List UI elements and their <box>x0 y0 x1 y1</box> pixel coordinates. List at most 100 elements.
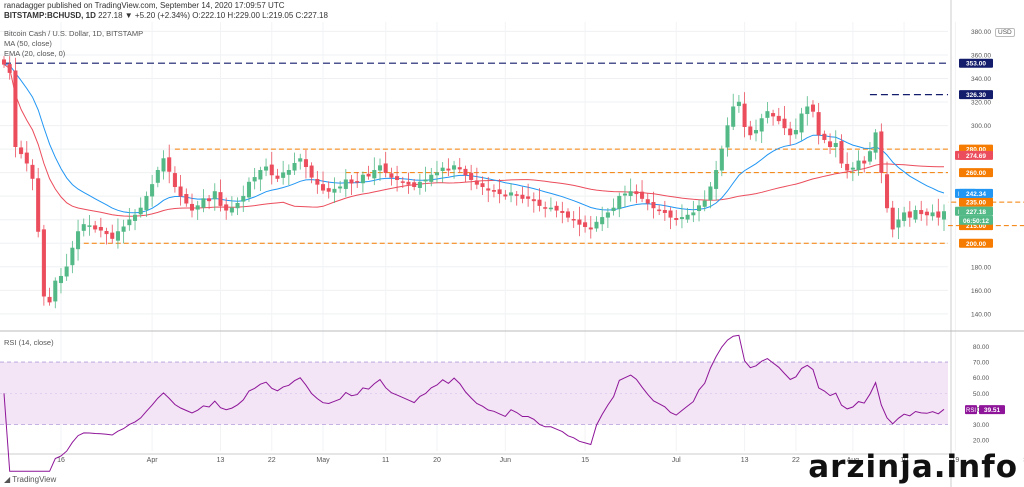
candle <box>264 158 269 177</box>
candle <box>303 150 308 179</box>
candle-body <box>782 118 787 129</box>
candle <box>235 197 240 216</box>
candle <box>115 218 120 249</box>
candle <box>577 206 582 237</box>
candle <box>697 199 702 222</box>
candle-body <box>121 226 126 232</box>
candle-body <box>127 219 132 226</box>
candle-body <box>714 170 719 189</box>
candle <box>423 166 428 192</box>
candle <box>873 129 878 160</box>
candle <box>87 215 92 236</box>
price-tick-label: 340.00 <box>971 76 991 83</box>
candle-body <box>514 194 519 196</box>
candle <box>833 130 838 158</box>
ma-legend[interactable]: MA (50, close) <box>4 39 52 48</box>
candle <box>907 201 912 227</box>
candle-body <box>657 209 662 212</box>
candle <box>674 210 679 226</box>
candle <box>315 170 320 194</box>
tradingview-logo: ◢ TradingView <box>4 475 57 484</box>
candle <box>93 220 98 233</box>
candle <box>554 201 559 218</box>
level-price-badge <box>959 197 993 207</box>
ma-line <box>3 63 944 217</box>
candle <box>771 109 776 126</box>
level-price-label: 326.30 <box>966 92 986 99</box>
candle-body <box>440 167 445 172</box>
candle <box>474 167 479 190</box>
candle-body <box>600 217 605 225</box>
candle-body <box>617 195 622 210</box>
rsi-legend[interactable]: RSI (14, close) <box>4 338 54 347</box>
candle <box>98 217 103 238</box>
level-price-badge <box>959 168 993 178</box>
candle-body <box>303 159 308 168</box>
candle-body <box>622 193 627 196</box>
candle <box>246 177 251 202</box>
candle-body <box>930 212 935 217</box>
candle-body <box>480 183 485 188</box>
candle-body <box>104 231 109 235</box>
candle <box>252 167 257 190</box>
candle-body <box>708 186 713 201</box>
candle <box>526 183 531 207</box>
ema-legend[interactable]: EMA (20, close, 0) <box>4 49 66 58</box>
candle <box>714 160 719 201</box>
candle-body <box>366 173 371 177</box>
candle-body <box>53 280 58 302</box>
candle <box>321 171 326 194</box>
candle-body <box>275 175 280 179</box>
candle <box>531 192 536 213</box>
candle-body <box>611 207 616 212</box>
candle <box>53 277 58 309</box>
candle-body <box>133 214 138 221</box>
candle-body <box>36 178 41 232</box>
candle-body <box>645 199 650 204</box>
candle-body <box>628 191 633 196</box>
candle-body <box>679 217 684 220</box>
candle-body <box>873 132 878 153</box>
rsi-tick-label: 20.00 <box>973 438 990 445</box>
candle-body <box>799 113 804 133</box>
level-price-label: 215.00 <box>966 223 986 230</box>
candle-body <box>560 210 565 213</box>
candle <box>309 162 314 184</box>
publish-info: ranadagger published on TradingView.com,… <box>4 1 285 10</box>
candle <box>463 165 468 183</box>
candle-body <box>554 205 559 211</box>
candle <box>731 93 736 131</box>
candle <box>622 185 627 208</box>
candle-body <box>919 210 924 215</box>
candle <box>583 215 588 233</box>
candle <box>816 102 821 145</box>
time-tick-label: 15 <box>581 457 589 464</box>
candle <box>7 56 12 80</box>
candle-body <box>218 192 223 206</box>
candle <box>486 176 491 203</box>
candle-body <box>423 179 428 182</box>
candle-body <box>941 211 947 220</box>
currency-label[interactable]: USD <box>995 28 1015 37</box>
time-tick-label: 16 <box>57 457 65 464</box>
level-price-badge <box>959 90 993 100</box>
candle-body <box>383 163 388 173</box>
candle-body <box>360 174 365 184</box>
candle-body <box>150 184 155 197</box>
candle <box>229 196 234 216</box>
candle <box>417 173 422 195</box>
ema-line <box>3 63 945 214</box>
time-tick-label: 22 <box>792 457 800 464</box>
candle-body <box>58 275 63 284</box>
rsi-value-badge <box>979 405 1005 415</box>
candle-body <box>309 165 314 178</box>
candle-body <box>856 160 861 171</box>
candle <box>480 176 485 196</box>
candle <box>509 183 514 203</box>
candle <box>1 56 7 68</box>
candle <box>30 159 35 191</box>
candle-body <box>805 106 810 115</box>
candle <box>241 185 246 212</box>
time-tick-label: Apr <box>147 457 159 464</box>
